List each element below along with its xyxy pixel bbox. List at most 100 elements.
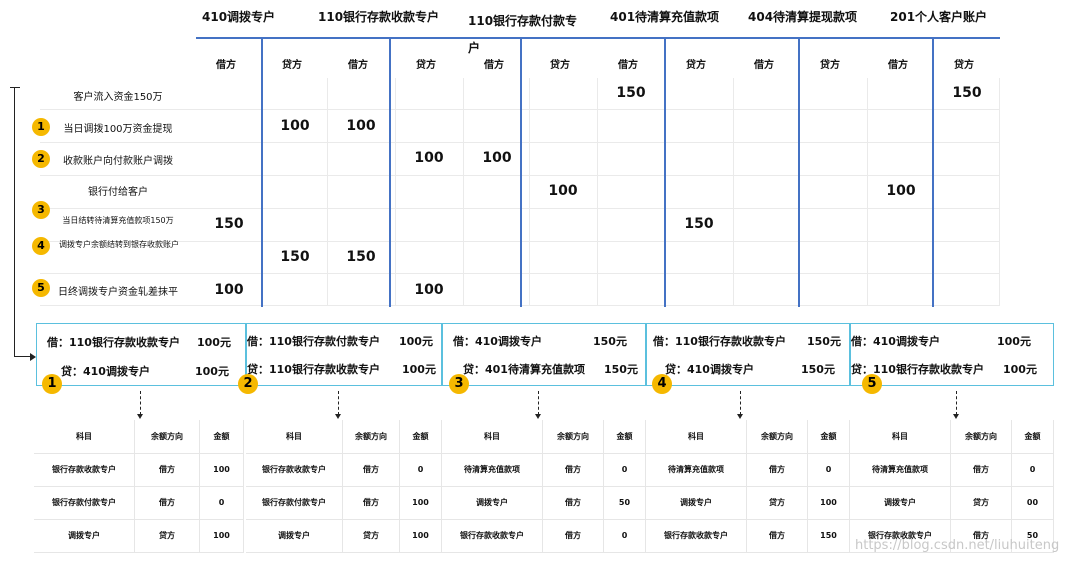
entry-credit: 贷：410调拨专户 <box>61 365 150 378</box>
grid-cell <box>396 78 464 110</box>
row-label: 当日调拨100万资金提现 <box>63 124 173 135</box>
grid-cell <box>530 110 598 143</box>
connector-line <box>10 87 20 88</box>
table-cell: 借方 <box>950 519 1012 553</box>
arrow-right-icon <box>30 353 36 361</box>
grid-cell <box>734 143 800 176</box>
table-cell: 调拨专户 <box>34 519 135 553</box>
table-cell: 借方 <box>342 486 400 520</box>
col-label: 贷方 <box>550 60 570 71</box>
entry-credit: 贷：110银行存款收款专户 <box>247 363 380 376</box>
table-cell: 借方 <box>746 453 808 487</box>
grid-cell <box>196 176 262 209</box>
arrow-down-icon <box>535 414 541 419</box>
entry-credit-amount: 150元 <box>801 363 835 376</box>
table-cell: 银行存款收款专户 <box>646 519 747 553</box>
t-account-divider <box>261 39 263 307</box>
table-cell: 调拨专户 <box>246 519 343 553</box>
grid-value: 150 <box>952 85 982 101</box>
grid-cell <box>734 78 800 110</box>
grid-cell <box>464 209 530 242</box>
grid-cell <box>666 110 734 143</box>
table-cell: 待清算充值款项 <box>442 453 543 487</box>
grid-cell <box>262 242 328 274</box>
grid-cell <box>666 78 734 110</box>
grid-cell <box>530 143 598 176</box>
grid-cell <box>934 78 1000 110</box>
grid-cell <box>868 274 934 306</box>
dashed-arrow <box>140 391 141 415</box>
journal-entry-3: 借：410调拨专户 150元 贷：401待清算充值款项 150元 <box>442 323 646 386</box>
grid-cell <box>666 209 734 242</box>
table-cell: 0 <box>1011 453 1054 487</box>
grid-value: 150 <box>616 85 646 101</box>
entry-credit-amount: 100元 <box>195 365 229 378</box>
grid-value: 150 <box>214 216 244 232</box>
grid-cell <box>196 78 262 110</box>
table-cell: 贷方 <box>746 486 808 520</box>
table-cell: 借方 <box>134 486 200 520</box>
row-label-cell <box>40 209 196 242</box>
table-header: 余额方向 <box>746 420 808 454</box>
grid-cell <box>396 209 464 242</box>
row-label: 客户流入资金150万 <box>73 92 163 103</box>
grid-cell <box>328 242 396 274</box>
grid-cell <box>734 209 800 242</box>
t-account-divider <box>520 39 522 307</box>
grid-cell <box>464 78 530 110</box>
grid-cell <box>328 143 396 176</box>
dashed-arrow <box>956 391 957 415</box>
table-header: 金额 <box>199 420 244 454</box>
step-marker: 4 <box>32 237 50 255</box>
table-cell: 借方 <box>542 519 604 553</box>
grid-cell <box>328 110 396 143</box>
grid-cell <box>262 209 328 242</box>
grid-cell <box>800 242 868 274</box>
grid-cell <box>464 143 530 176</box>
entry-debit: 借：410调拨专户 <box>851 335 940 348</box>
grid-cell <box>934 274 1000 306</box>
table-cell: 150 <box>807 519 850 553</box>
table-cell: 银行存款付款专户 <box>34 486 135 520</box>
grid-cell <box>934 242 1000 274</box>
grid-cell <box>530 242 598 274</box>
table-header: 金额 <box>1011 420 1054 454</box>
grid-cell <box>464 110 530 143</box>
grid-cell <box>666 143 734 176</box>
grid-cell <box>328 78 396 110</box>
entry-credit: 贷：410调拨专户 <box>665 363 754 376</box>
entry-marker: 2 <box>238 374 258 394</box>
entry-debit: 借：410调拨专户 <box>453 335 542 348</box>
table-header: 科目 <box>646 420 747 454</box>
table-cell: 借方 <box>542 453 604 487</box>
table-cell: 0 <box>603 453 646 487</box>
table-cell: 借方 <box>542 486 604 520</box>
grid-cell <box>598 143 666 176</box>
col-label: 借方 <box>348 60 368 71</box>
grid-cell <box>800 110 868 143</box>
grid-cell <box>800 274 868 306</box>
grid-cell <box>262 274 328 306</box>
arrow-down-icon <box>137 414 143 419</box>
row-label: 日终调拨专户资金轧差抹平 <box>58 287 178 298</box>
col-label: 借方 <box>216 60 236 71</box>
grid-cell <box>868 209 934 242</box>
row-label-cell <box>40 78 196 110</box>
table-cell: 0 <box>399 453 442 487</box>
grid-value: 100 <box>414 150 444 166</box>
entry-debit-amount: 100元 <box>399 335 433 348</box>
grid-value: 150 <box>280 249 310 265</box>
grid-cell <box>196 143 262 176</box>
table-cell: 贷方 <box>950 486 1012 520</box>
grid-cell <box>734 110 800 143</box>
dashed-arrow <box>338 391 339 415</box>
grid-cell <box>464 274 530 306</box>
grid-cell <box>530 274 598 306</box>
grid-cell <box>734 274 800 306</box>
table-cell: 银行存款付款专户 <box>246 486 343 520</box>
col-label: 贷方 <box>820 60 840 71</box>
col-label: 贷方 <box>416 60 436 71</box>
row-label-cell <box>40 176 196 209</box>
col-label: 借方 <box>484 60 504 71</box>
grid-cell <box>530 78 598 110</box>
